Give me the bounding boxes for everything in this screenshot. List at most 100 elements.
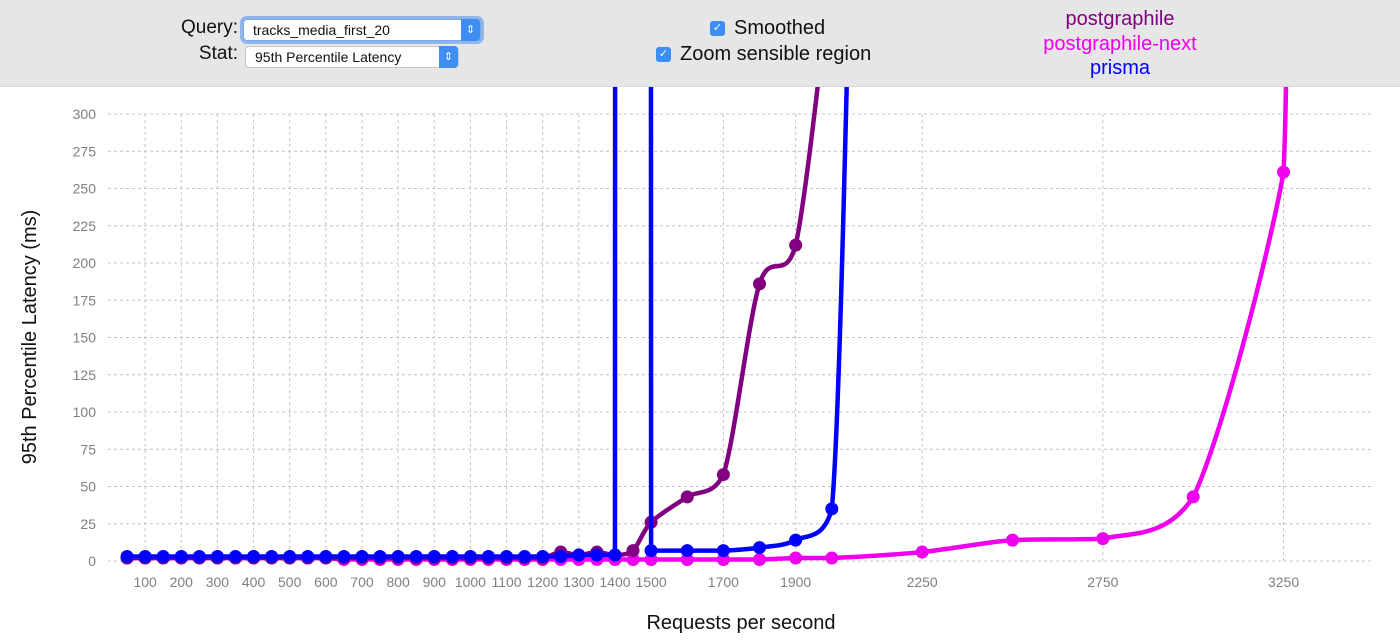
y-tick-label: 275 (73, 143, 97, 159)
query-label: Query: (180, 17, 238, 38)
legend-item-postgraphile[interactable]: postgraphile (1065, 8, 1175, 30)
data-point[interactable] (319, 550, 333, 564)
y-tick-label: 50 (80, 479, 96, 495)
data-point[interactable] (825, 551, 839, 565)
data-point[interactable] (590, 548, 604, 562)
data-point[interactable] (680, 490, 694, 504)
zoom-sensible-region-checkbox[interactable]: ✓ Zoom sensible region (656, 43, 871, 66)
data-point[interactable] (138, 550, 152, 564)
data-point[interactable] (228, 550, 242, 564)
series-postgraphile (120, 87, 820, 565)
data-point[interactable] (626, 553, 640, 567)
x-tick-label: 900 (423, 574, 447, 590)
data-point[interactable] (789, 238, 803, 252)
data-point[interactable] (789, 551, 803, 565)
data-point[interactable] (825, 502, 839, 516)
data-point[interactable] (572, 548, 586, 562)
data-point[interactable] (536, 550, 550, 564)
data-point[interactable] (1096, 532, 1110, 546)
x-axis: 100 200 300 400 500 600 700 800 900 1000 1100 1200 1… (133, 574, 1299, 590)
data-point[interactable] (915, 545, 929, 559)
data-point[interactable] (644, 544, 658, 558)
stat-select[interactable]: 95th Percentile Latency ⇕ (245, 46, 459, 68)
smoothed-label: Smoothed (734, 17, 826, 39)
x-tick-label: 600 (314, 574, 338, 590)
data-point[interactable] (301, 550, 315, 564)
chart-legend: postgraphile postgraphile-next prisma (1000, 7, 1240, 81)
data-point[interactable] (174, 550, 188, 564)
data-point[interactable] (500, 550, 514, 564)
y-axis: 0 25 50 75 100 125 150 175 200 225 250 275 300 (73, 106, 97, 569)
data-point[interactable] (626, 544, 640, 558)
y-tick-label: 75 (80, 441, 96, 457)
x-tick-label: 2250 (907, 574, 938, 590)
data-point[interactable] (463, 550, 477, 564)
y-axis-title: 95th Percentile Latency (ms) (19, 210, 41, 465)
data-point[interactable] (753, 277, 767, 291)
data-point[interactable] (518, 550, 532, 564)
data-point[interactable] (355, 550, 369, 564)
smoothed-checkbox[interactable]: ✓ Smoothed (710, 17, 825, 40)
data-point[interactable] (210, 550, 224, 564)
x-tick-label: 200 (170, 574, 194, 590)
y-tick-label: 0 (88, 553, 96, 569)
x-tick-label: 500 (278, 574, 302, 590)
checkmark-icon[interactable]: ✓ (710, 21, 725, 36)
query-select[interactable]: tracks_media_first_20 ⇕ (243, 19, 481, 41)
checkmark-icon[interactable]: ✓ (656, 47, 671, 62)
data-point[interactable] (156, 550, 170, 564)
select-arrows-icon: ⇕ (461, 19, 480, 41)
stat-label: Stat: (198, 43, 238, 64)
x-tick-label: 300 (206, 574, 230, 590)
data-point[interactable] (247, 550, 261, 564)
data-point[interactable] (265, 550, 279, 564)
data-point[interactable] (391, 550, 405, 564)
x-tick-label: 1200 (527, 574, 558, 590)
data-point[interactable] (1277, 165, 1291, 179)
data-point[interactable] (445, 550, 459, 564)
y-tick-label: 225 (73, 218, 97, 234)
legend-item-postgraphile-next[interactable]: postgraphile-next (1043, 32, 1197, 55)
data-point[interactable] (481, 550, 495, 564)
data-point[interactable] (608, 548, 622, 562)
data-point[interactable] (753, 553, 767, 567)
y-tick-label: 250 (73, 181, 97, 197)
data-point[interactable] (680, 553, 694, 567)
select-arrows-icon: ⇕ (439, 46, 458, 68)
x-tick-label: 400 (242, 574, 266, 590)
series-line (127, 87, 849, 559)
data-point[interactable] (1006, 533, 1019, 547)
data-point[interactable] (753, 541, 767, 555)
x-tick-label: 2750 (1087, 574, 1118, 590)
legend-item-prisma[interactable]: prisma (1089, 57, 1150, 79)
data-point[interactable] (716, 553, 730, 567)
data-point[interactable] (644, 553, 658, 567)
y-tick-label: 175 (73, 292, 97, 308)
x-axis-title: Requests per second (646, 612, 835, 634)
data-point[interactable] (680, 544, 694, 558)
data-point[interactable] (716, 544, 730, 558)
series-line (127, 87, 1289, 562)
data-point[interactable] (373, 550, 387, 564)
y-tick-label: 25 (80, 516, 96, 532)
chart-series (120, 87, 1291, 567)
x-tick-label: 100 (133, 574, 157, 590)
data-point[interactable] (716, 468, 730, 482)
data-point[interactable] (427, 550, 441, 564)
data-point[interactable] (409, 550, 423, 564)
y-tick-label: 200 (73, 255, 97, 271)
data-point[interactable] (1186, 490, 1200, 504)
data-point[interactable] (337, 550, 351, 564)
y-tick-label: 125 (73, 367, 97, 383)
x-tick-label: 1100 (491, 574, 521, 590)
data-point[interactable] (120, 550, 134, 564)
data-point[interactable] (554, 550, 568, 564)
y-tick-label: 150 (73, 330, 97, 346)
x-tick-label: 1900 (780, 574, 811, 590)
data-point[interactable] (789, 533, 803, 547)
stat-select-value: 95th Percentile Latency (255, 49, 402, 65)
data-point[interactable] (192, 550, 206, 564)
data-point[interactable] (283, 550, 297, 564)
x-tick-label: 1700 (708, 574, 739, 590)
query-select-value: tracks_media_first_20 (253, 22, 390, 38)
